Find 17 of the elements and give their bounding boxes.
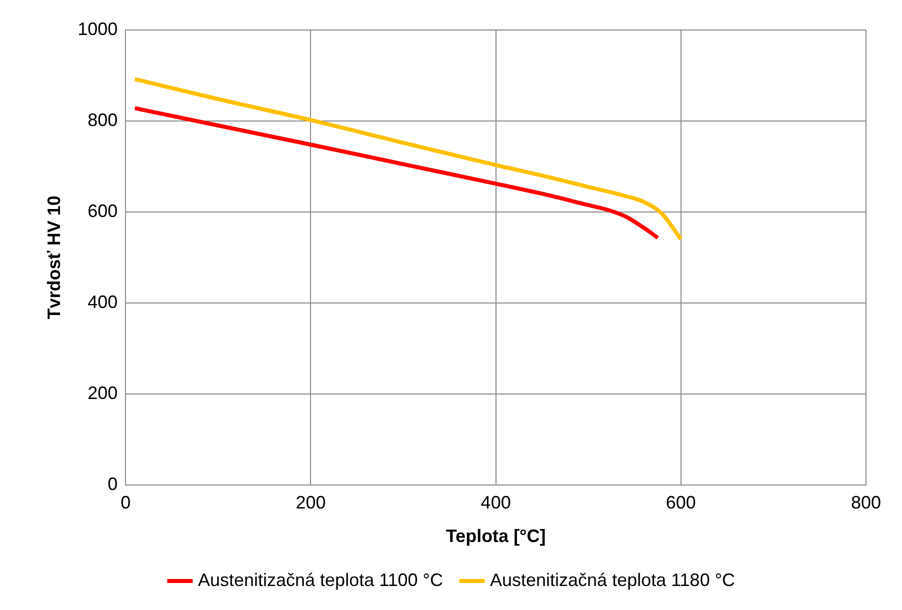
- y-tick-label: 1000: [78, 18, 118, 39]
- line-series: [132, 106, 660, 240]
- legend-label: Austenitizačná teplota 1180 °C: [490, 570, 736, 590]
- y-axis-title: Tvrdosť HV 10: [44, 196, 64, 320]
- y-tick-label: 800: [88, 110, 118, 130]
- y-tick-label: 200: [88, 382, 118, 403]
- x-tick-label: 0: [120, 492, 131, 513]
- line-series: [132, 77, 683, 242]
- x-axis-title: Teplota [°C]: [446, 526, 546, 546]
- x-tick-label: 200: [296, 492, 326, 513]
- y-tick-label: 600: [88, 200, 118, 221]
- x-tick-label: 600: [666, 492, 696, 513]
- x-tick-label: 800: [850, 492, 882, 513]
- y-tick-label: 400: [88, 292, 118, 312]
- legend-label: Austenitizačná teplota 1100 °C: [198, 570, 444, 590]
- x-tick-label: 400: [480, 492, 511, 513]
- y-tick-label: 0: [108, 474, 118, 494]
